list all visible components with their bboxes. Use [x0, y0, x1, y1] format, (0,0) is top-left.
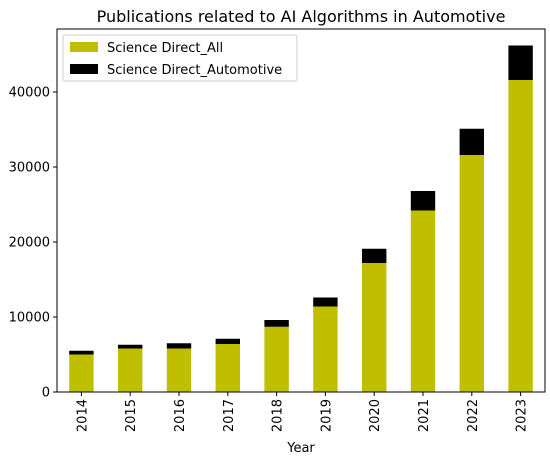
bar-automotive-2021 — [410, 191, 436, 211]
legend: Science Direct_All Science Direct_Automo… — [62, 34, 298, 82]
x-tick-label: 2015 — [124, 399, 139, 432]
bar-all-2017 — [215, 344, 240, 392]
legend-label-automotive: Science Direct_Automotive — [107, 63, 282, 78]
x-tick-label: 2023 — [515, 399, 530, 432]
bar-automotive-2023 — [508, 45, 533, 80]
bar-all-2018 — [264, 326, 289, 392]
legend-label-all: Science Direct_All — [107, 41, 223, 56]
bar-automotive-2022 — [459, 128, 484, 155]
y-tick-label: 10000 — [9, 311, 50, 326]
x-tick-label: 2021 — [417, 399, 432, 432]
bar-automotive-2019 — [313, 297, 338, 307]
y-tick-label: 20000 — [9, 236, 50, 251]
x-tick-label: 2014 — [75, 399, 90, 432]
y-tick-label: 0 — [42, 386, 50, 401]
x-axis-label: Year — [286, 441, 315, 456]
x-tick-label: 2018 — [271, 399, 286, 432]
y-axis-ticks: 0 10000 20000 30000 40000 — [9, 86, 57, 401]
x-tick-label: 2022 — [466, 399, 481, 432]
legend-frame — [62, 34, 298, 82]
y-tick-label: 30000 — [9, 161, 50, 176]
bar-all-2023 — [508, 80, 533, 392]
x-tick-label: 2019 — [319, 399, 334, 432]
bar-automotive-2020 — [362, 248, 387, 263]
x-tick-label: 2017 — [222, 399, 237, 432]
legend-swatch-automotive — [70, 64, 98, 74]
bar-all-2019 — [313, 306, 338, 392]
y-tick-label: 40000 — [9, 86, 50, 101]
bar-all-2015 — [118, 348, 143, 392]
x-tick-label: 2016 — [173, 399, 188, 432]
bar-automotive-2017 — [215, 338, 240, 344]
bar-all-2014 — [69, 354, 94, 392]
bars-group — [69, 45, 533, 392]
x-axis-ticks: 2014 2015 2016 2017 2018 2019 2020 2021 2022 2023 — [75, 392, 530, 432]
bar-all-2021 — [410, 210, 436, 392]
bar-automotive-2015 — [118, 344, 143, 349]
bar-all-2020 — [362, 263, 387, 392]
chart-title: Publications related to AI Algorithms in… — [97, 7, 506, 26]
bar-automotive-2014 — [69, 350, 94, 355]
bar-all-2016 — [166, 348, 192, 392]
bar-all-2022 — [459, 155, 484, 392]
plot-frame — [56, 28, 546, 393]
bar-automotive-2018 — [264, 320, 289, 327]
legend-swatch-all — [70, 42, 98, 52]
x-tick-label: 2020 — [368, 399, 383, 432]
bar-automotive-2016 — [166, 343, 192, 349]
